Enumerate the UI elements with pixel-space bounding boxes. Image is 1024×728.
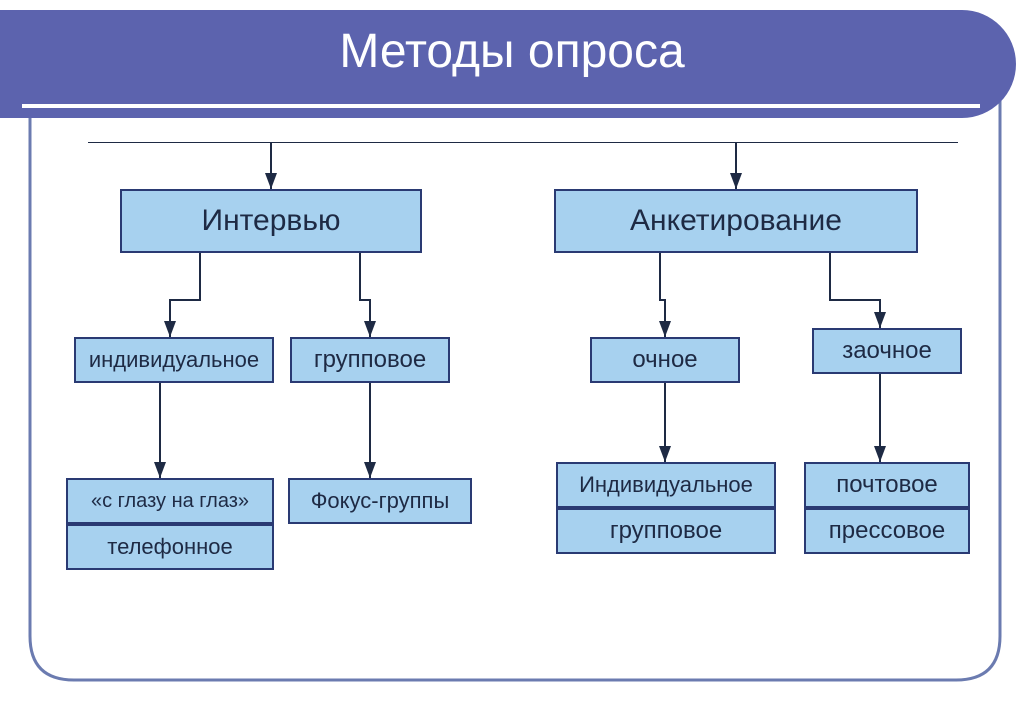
node-anket_indiv: Индивидуальное [556,462,776,508]
edge-anket-absent [830,253,880,328]
root-line [88,142,958,143]
node-group: групповое [290,337,450,383]
title-underline [22,104,980,108]
node-anket_group: групповое [556,508,776,554]
node-absent: заочное [812,328,962,374]
page-title: Методы опроса [0,24,1024,79]
edge-interview-group [360,253,370,337]
node-phone: телефонное [66,524,274,570]
node-interview: Интервью [120,189,422,253]
edge-interview-individual [170,253,200,337]
node-inperson: очное [590,337,740,383]
node-post: почтовое [804,462,970,508]
node-press: прессовое [804,508,970,554]
node-individual: индивидуальное [74,337,274,383]
node-focus: Фокус-группы [288,478,472,524]
node-anket: Анкетирование [554,189,918,253]
node-eye2eye: «с глазу на глаз» [66,478,274,524]
edge-anket-inperson [660,253,665,337]
